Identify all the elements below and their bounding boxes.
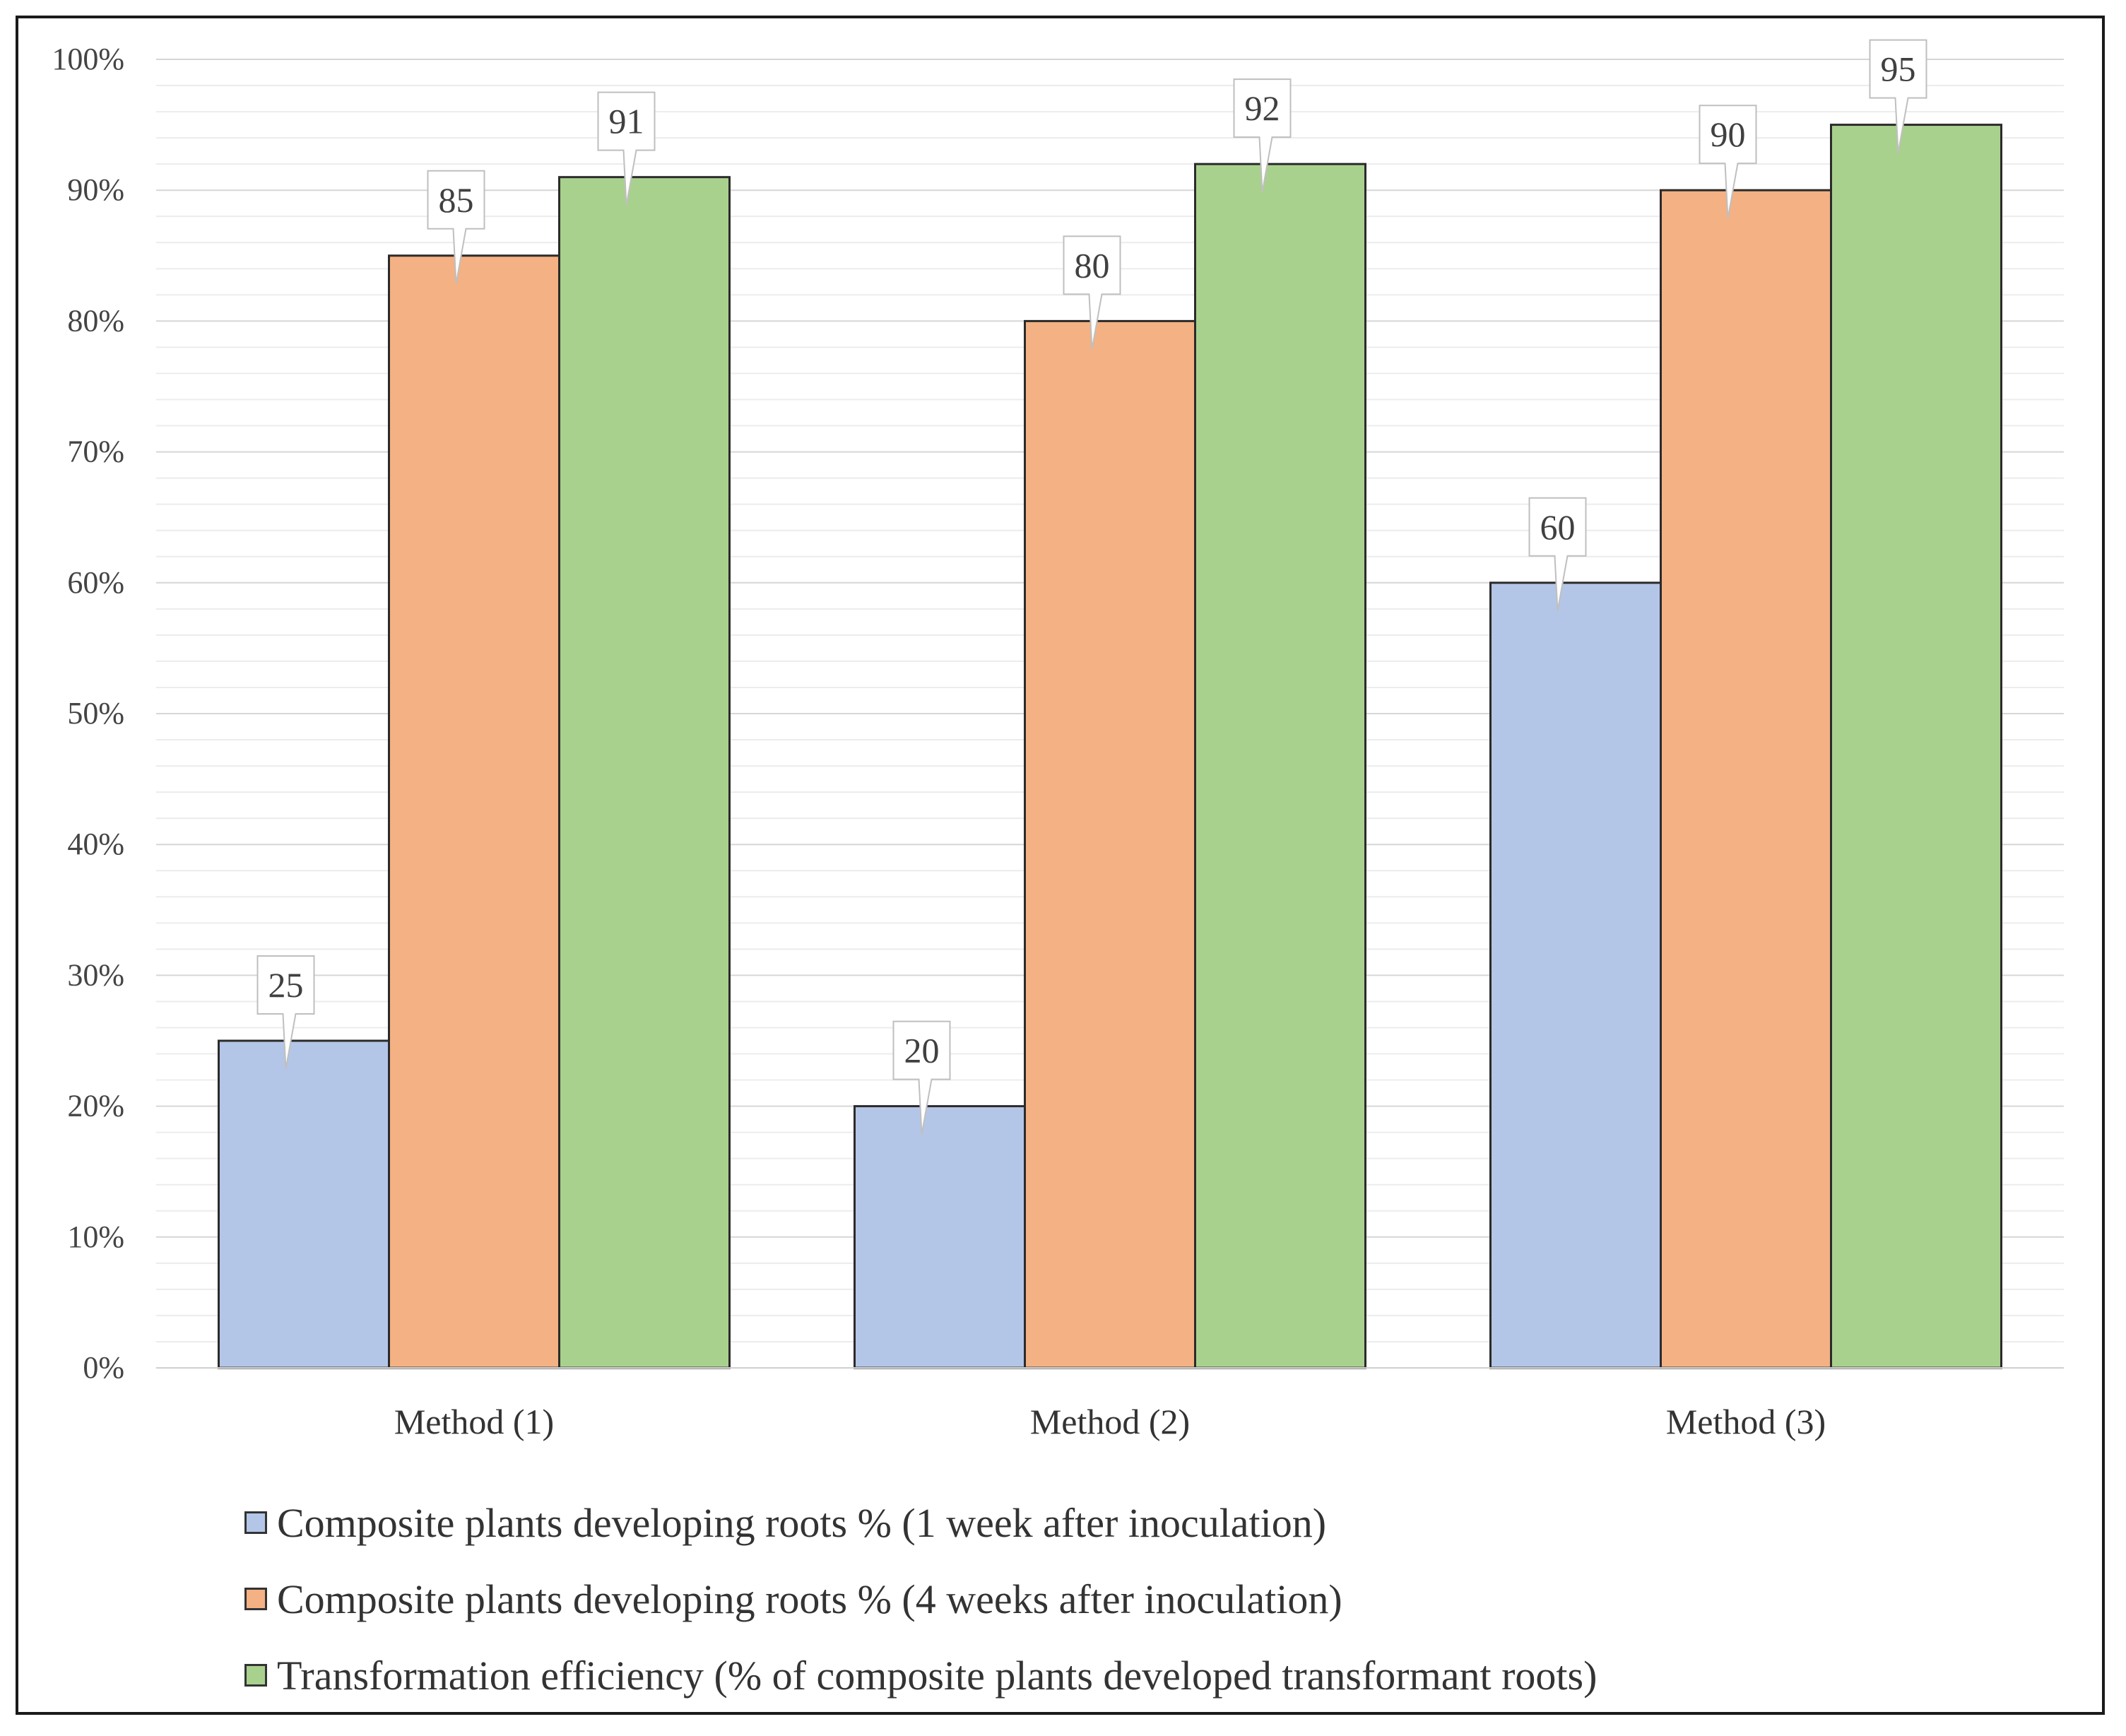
legend-item-4-weeks: Composite plants developing roots % (4 w…: [244, 1561, 1597, 1637]
data-label-callout: 85: [427, 170, 485, 284]
x-category-label: Method (1): [394, 1402, 554, 1441]
legend-label: Composite plants developing roots % (1 w…: [277, 1499, 1327, 1546]
bar: [1830, 124, 2002, 1369]
legend-swatch-icon: [244, 1511, 267, 1534]
bar: [388, 254, 560, 1369]
y-tick-label: 10%: [67, 1220, 124, 1254]
data-label-text: 92: [1245, 88, 1280, 128]
callout-box: [1233, 78, 1292, 193]
callout-box: [597, 91, 656, 206]
callout-box: [1869, 39, 1927, 153]
data-label-callout: 92: [1233, 78, 1292, 193]
legend-item-transformation: Transformation efficiency (% of composit…: [244, 1637, 1597, 1713]
bar-chart: 0% 10% 20% 30% 40% 50% 60% 70% 80% 90% 100% Method…: [52, 39, 2064, 1441]
legend: Composite plants developing roots % (1 w…: [244, 1484, 1597, 1713]
x-category-label: Method (2): [1030, 1402, 1190, 1441]
data-label-text: 80: [1075, 245, 1110, 285]
bars: [156, 124, 2064, 1369]
y-axis-ticks: 0% 10% 20% 30% 40% 50% 60% 70% 80% 90% 100%: [52, 42, 124, 1385]
data-label-text: 91: [609, 102, 644, 141]
data-label-text: 90: [1711, 114, 1746, 154]
x-axis-labels: Method (1) Method (2) Method (3): [394, 1402, 1826, 1441]
y-tick-label: 70%: [67, 435, 124, 469]
y-tick-label: 0%: [83, 1350, 124, 1385]
callout-box: [427, 170, 485, 284]
bar: [218, 1039, 390, 1369]
legend-item-1-week: Composite plants developing roots % (1 w…: [244, 1484, 1597, 1561]
callout-box: [1699, 105, 1757, 219]
bar: [1489, 581, 1662, 1369]
y-tick-label: 90%: [67, 172, 124, 207]
data-label-callout: 95: [1869, 39, 1927, 153]
data-label-callout: 91: [597, 91, 656, 206]
data-label-callout: 20: [892, 1020, 951, 1135]
chart-frame: 0% 10% 20% 30% 40% 50% 60% 70% 80% 90% 100% Method…: [16, 16, 2105, 1715]
y-tick-label: 20%: [67, 1089, 124, 1123]
data-label-text: 85: [439, 180, 474, 220]
legend-swatch-icon: [244, 1664, 267, 1687]
legend-label: Transformation efficiency (% of composit…: [277, 1652, 1598, 1699]
data-label-callout: 25: [256, 955, 315, 1070]
y-tick-label: 80%: [67, 303, 124, 338]
callout-box: [256, 955, 315, 1070]
y-tick-label: 40%: [67, 827, 124, 861]
legend-swatch-icon: [244, 1588, 267, 1610]
y-tick-label: 30%: [67, 957, 124, 992]
bar: [558, 176, 731, 1369]
data-label-callout: 60: [1528, 497, 1587, 611]
data-label-text: 20: [904, 1031, 940, 1070]
data-labels: 25 85 91 20 80 92 60 90 95: [256, 39, 1927, 1135]
y-tick-label: 50%: [67, 696, 124, 731]
bar: [1194, 163, 1366, 1369]
x-category-label: Method (3): [1666, 1402, 1826, 1441]
data-label-text: 60: [1540, 507, 1576, 547]
bar: [1660, 189, 1832, 1369]
data-label-text: 95: [1881, 49, 1916, 89]
callout-box: [1063, 235, 1121, 350]
callout-box: [892, 1020, 951, 1135]
callout-box: [1528, 497, 1587, 611]
data-label-callout: 80: [1063, 235, 1121, 350]
bar: [1024, 319, 1196, 1369]
y-tick-label: 60%: [67, 565, 124, 600]
legend-label: Composite plants developing roots % (4 w…: [277, 1576, 1342, 1622]
y-tick-label: 100%: [52, 42, 124, 76]
data-label-text: 25: [268, 965, 304, 1005]
data-label-callout: 90: [1699, 105, 1757, 219]
bar: [854, 1105, 1026, 1369]
